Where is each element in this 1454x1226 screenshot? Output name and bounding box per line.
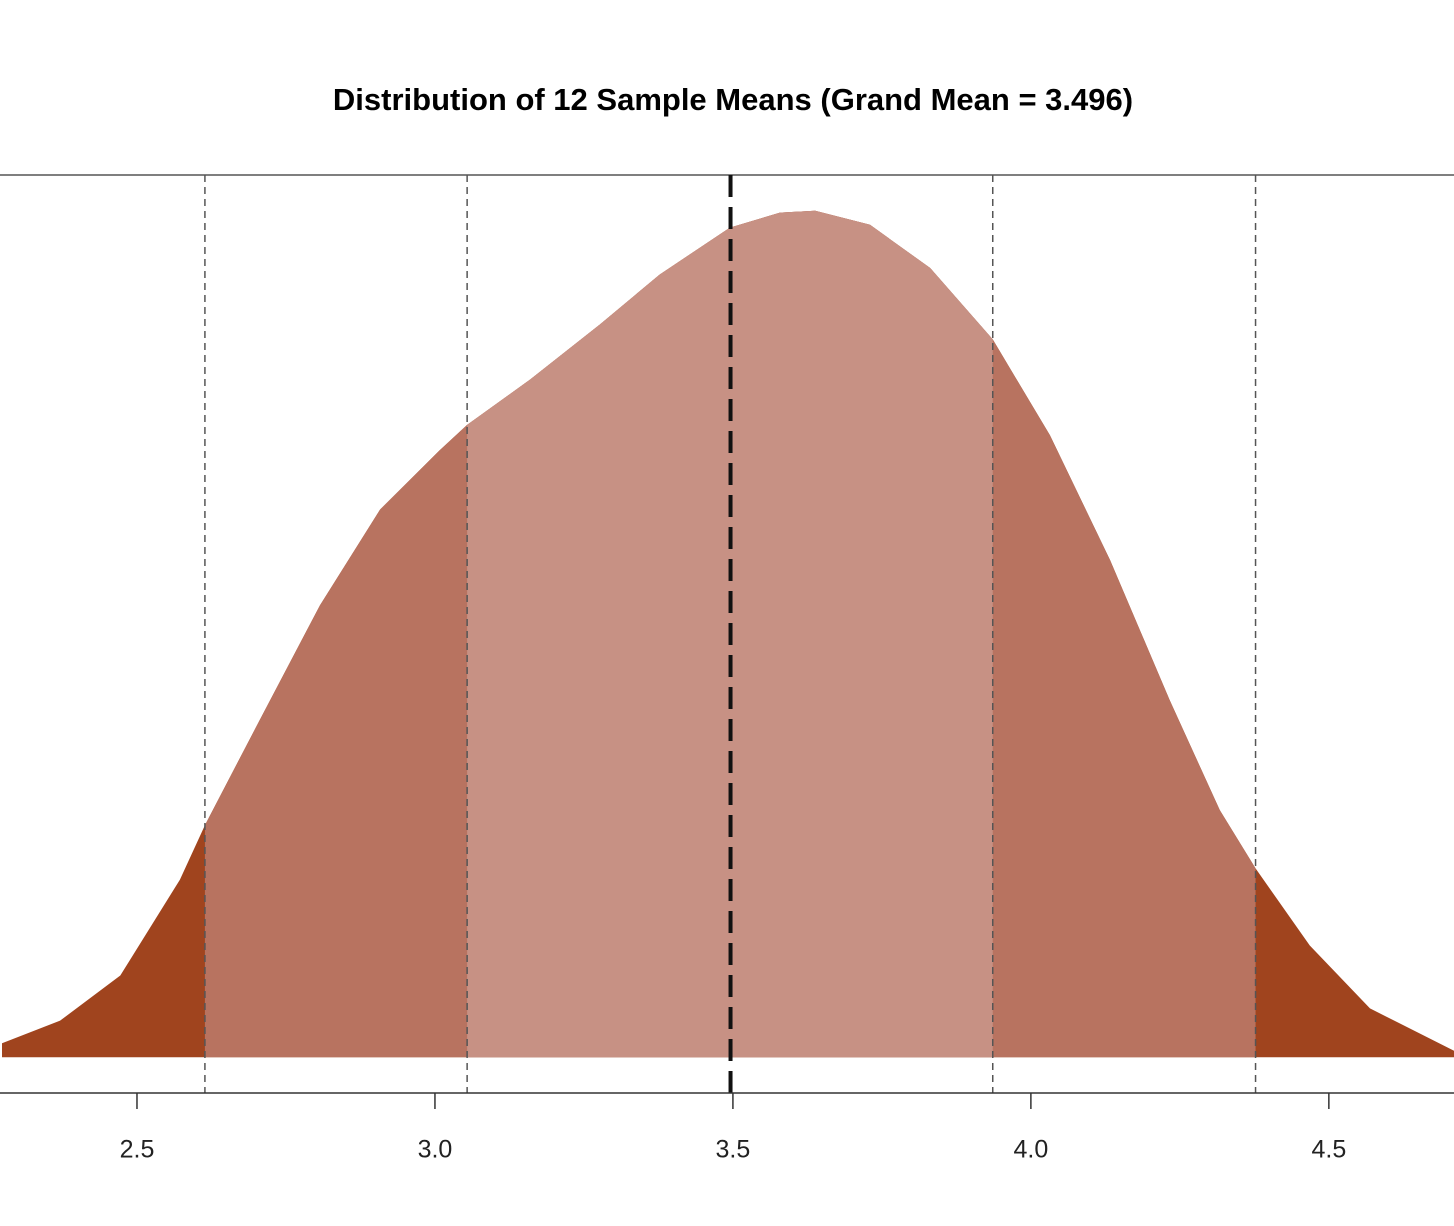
x-tick-label: 3.5 [716,1136,751,1164]
x-tick-label: 4.0 [1014,1136,1049,1164]
x-tick-label: 3.0 [418,1136,453,1164]
x-tick-label: 2.5 [120,1136,155,1164]
x-tick-label: 4.5 [1311,1136,1346,1164]
chart-title: Distribution of 12 Sample Means (Grand M… [333,82,1133,117]
